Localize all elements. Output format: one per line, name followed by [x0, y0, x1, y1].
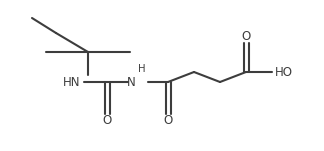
- Text: O: O: [102, 114, 112, 127]
- Text: HN: HN: [63, 76, 81, 88]
- Text: H: H: [138, 64, 145, 74]
- Text: N: N: [127, 76, 135, 88]
- Text: HO: HO: [275, 66, 293, 79]
- Text: O: O: [241, 29, 251, 42]
- Text: O: O: [163, 114, 173, 127]
